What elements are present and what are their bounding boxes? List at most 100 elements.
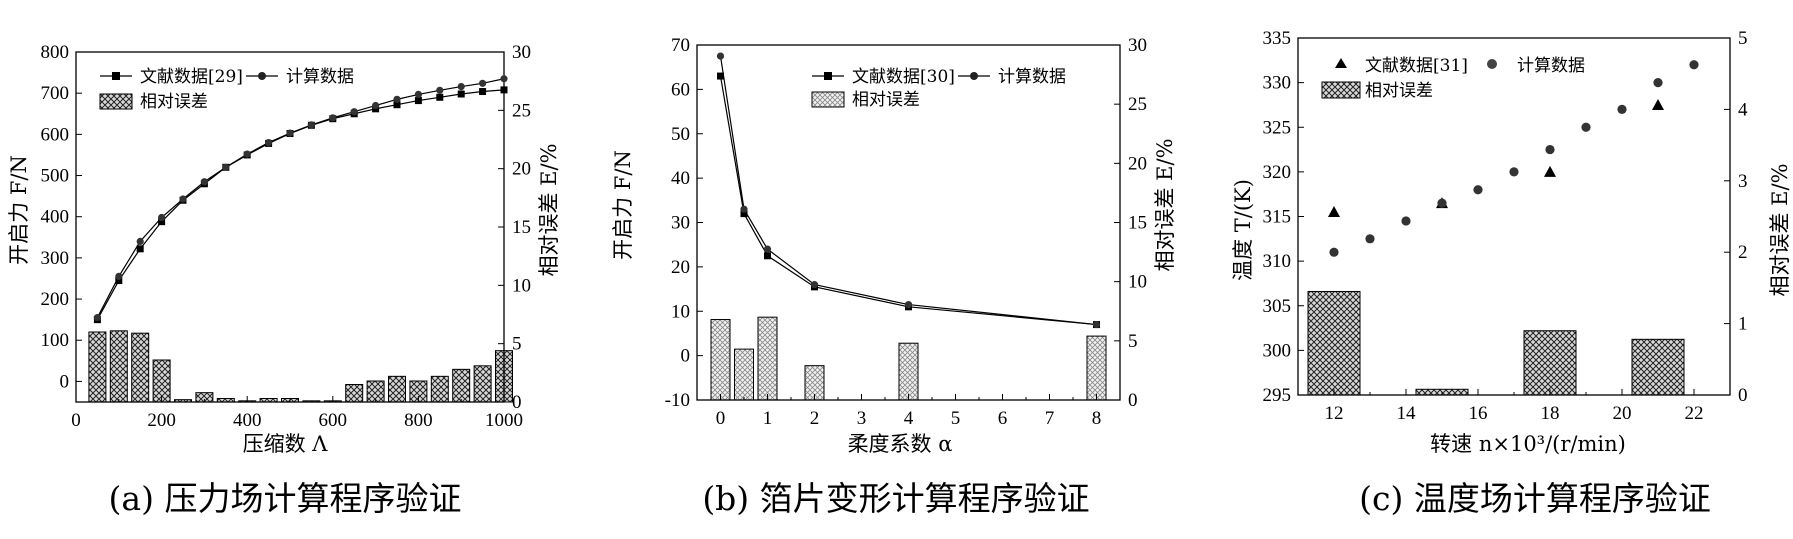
y-tick-label: 30 <box>671 213 690 234</box>
x-tick-label: 600 <box>319 410 348 431</box>
x-tick-label: 1000 <box>485 410 523 431</box>
y-tick-label: 700 <box>41 83 70 104</box>
panel-c-caption: (c) 温度场计算程序验证 <box>1359 479 1711 518</box>
x-tick-label: 800 <box>404 410 433 431</box>
data-point-circle <box>1617 104 1627 114</box>
data-point-triangle <box>1328 206 1340 218</box>
data-point-circle <box>1473 185 1483 195</box>
y-tick-label: 100 <box>41 330 70 351</box>
panel-c-ylabel: 温度 T/(K) <box>1231 179 1255 281</box>
x-tick-label: 12 <box>1325 403 1344 424</box>
x-tick-label: 2 <box>810 408 820 429</box>
legend-circle-marker <box>1487 59 1497 69</box>
y-tick-label: 70 <box>671 35 690 56</box>
error-bar <box>1086 335 1107 401</box>
panel-a-y2label: 相对误差 E/% <box>537 143 561 276</box>
x-tick-label: 16 <box>1469 403 1488 424</box>
y-tick-label: 800 <box>41 42 70 63</box>
error-bar <box>388 375 406 403</box>
data-point-square <box>717 72 724 80</box>
series-line <box>719 56 1097 326</box>
data-point-square <box>740 210 748 218</box>
data-point-square <box>136 245 144 253</box>
y2-tick-label: 0 <box>1738 385 1748 406</box>
y2-tick-label: 5 <box>512 334 522 355</box>
legend-err-label: 相对误差 <box>140 92 208 112</box>
data-point-square <box>764 252 771 260</box>
data-point-circle <box>1581 122 1591 132</box>
data-point-circle <box>1653 78 1663 88</box>
panel-a-xlabel: 压缩数 Λ <box>243 432 329 456</box>
data-point-square <box>115 277 123 285</box>
panel-b-y2label: 相对误差 E/% <box>1153 138 1177 271</box>
data-point-circle <box>810 281 819 289</box>
data-point-square <box>500 86 508 94</box>
y2-tick-label: 0 <box>512 392 522 413</box>
data-point-circle <box>286 129 294 137</box>
y-tick-label: 325 <box>1263 117 1292 138</box>
data-point-circle <box>200 178 208 186</box>
x-tick-label: 3 <box>857 408 867 429</box>
y-tick-label: 300 <box>41 248 70 269</box>
y2-tick-label: 5 <box>1128 331 1138 352</box>
panel-b-xlabel: 柔度系数 α <box>848 432 953 456</box>
data-point-circle <box>740 205 748 213</box>
y-tick-label: 60 <box>671 79 690 100</box>
y2-tick-label: 4 <box>1738 99 1748 120</box>
y-tick-label: 500 <box>41 166 70 187</box>
data-point-circle <box>904 300 913 309</box>
y-tick-label: 200 <box>41 289 70 310</box>
y-tick-label: 400 <box>41 207 70 228</box>
data-point-circle <box>1329 247 1339 257</box>
data-point-circle <box>115 272 123 281</box>
data-point-circle <box>1545 144 1555 155</box>
y-tick-label: 50 <box>671 124 690 145</box>
data-point-circle <box>479 79 487 87</box>
error-bar <box>88 331 107 403</box>
y-tick-label: 330 <box>1263 73 1292 94</box>
data-point-square <box>393 101 401 109</box>
panel-c-plot-area: 12 14 16 18 20 222953003053103153203253303350… <box>1263 28 1749 424</box>
error-bar <box>757 316 778 401</box>
legend-lit-label: 文献数据[31] <box>1365 56 1468 76</box>
panel-c-chart: 12 14 16 18 20 222953003053103153203253303350… <box>1231 28 1792 518</box>
error-bar <box>152 359 171 403</box>
x-tick-label: 6 <box>998 408 1008 429</box>
legend-calc-label: 计算数据 <box>998 67 1066 87</box>
error-bar <box>710 319 731 401</box>
y-tick-label: 0 <box>681 346 691 367</box>
legend-triangle-marker <box>1335 58 1347 68</box>
legend-square-marker <box>112 72 120 80</box>
panel-a-ylabel: 开启力 F/N <box>7 155 31 265</box>
data-point-circle <box>436 86 444 94</box>
y2-tick-label: 15 <box>512 217 531 238</box>
x-tick-label: 5 <box>951 408 961 429</box>
data-point-circle <box>1365 234 1375 244</box>
data-point-square <box>414 97 422 105</box>
y2-tick-label: 15 <box>1128 213 1147 234</box>
y-tick-label: 0 <box>60 371 70 392</box>
y-tick-label: 295 <box>1263 385 1292 406</box>
panel-b-legend: 文献数据[30] 计算数据 相对误差 <box>811 67 1066 110</box>
data-point-square <box>158 218 166 226</box>
data-point-circle <box>1401 216 1411 226</box>
legend-square-marker <box>824 72 832 80</box>
series-line <box>96 78 505 318</box>
x-tick-label: 8 <box>1092 408 1102 429</box>
data-point-circle <box>372 101 380 110</box>
data-point-circle <box>1437 198 1447 208</box>
y2-tick-label: 25 <box>1128 94 1147 115</box>
y2-tick-label: 10 <box>512 275 531 296</box>
y-tick-label: 305 <box>1263 296 1292 317</box>
data-point-triangle <box>1652 98 1664 110</box>
data-point-circle <box>1509 167 1519 177</box>
data-point-circle <box>307 121 315 129</box>
panel-c-legend: 文献数据[31] 计算数据 相对误差 <box>1321 56 1585 101</box>
y-tick-label: 20 <box>671 257 690 278</box>
legend-lit-label: 文献数据[30] <box>852 67 955 87</box>
data-point-square <box>436 93 444 101</box>
x-tick-label: 20 <box>1613 403 1632 424</box>
data-point-circle <box>243 150 251 158</box>
data-point-circle <box>329 114 337 122</box>
